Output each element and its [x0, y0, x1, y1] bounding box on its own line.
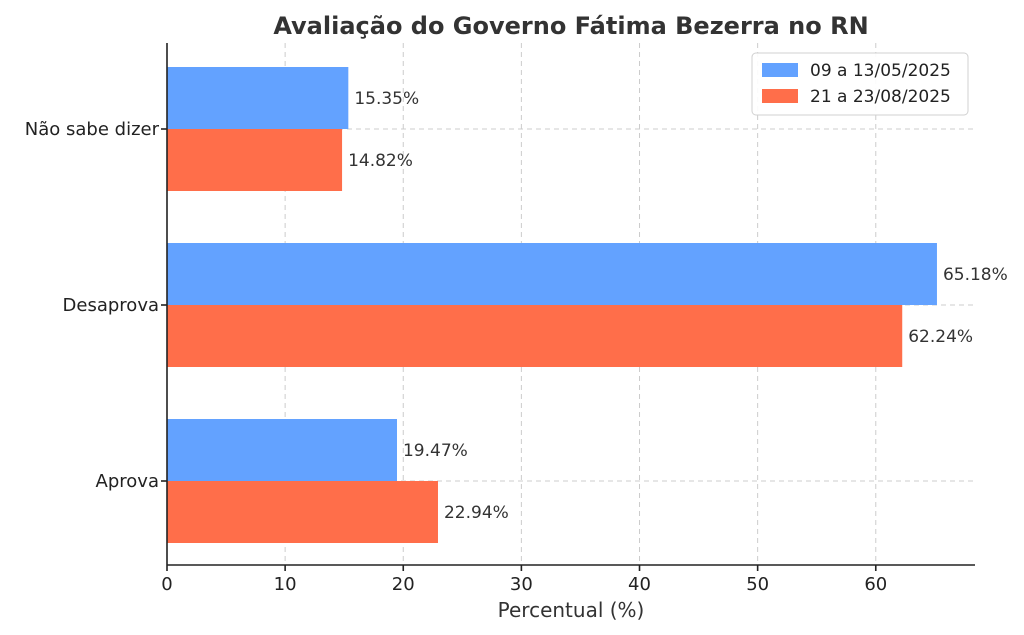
legend: 09 a 13/05/2025 21 a 23/08/2025	[751, 52, 969, 116]
bar-value-label: 62.24%	[908, 327, 973, 347]
legend-swatch	[762, 89, 798, 103]
bar-value-label: 22.94%	[444, 503, 509, 523]
x-tick-label: 50	[746, 574, 769, 595]
bar-value-label: 15.35%	[354, 89, 419, 109]
x-tick-label: 60	[864, 574, 887, 595]
bars	[167, 67, 937, 543]
bar	[167, 305, 903, 367]
axes: 0 10 20 30 40 50 60 Aprova Desaprova Não sabe diz…	[25, 43, 975, 595]
bar	[167, 129, 343, 191]
data-labels: 19.47% 22.94% 65.18% 62.24% 15.35% 14.82%	[348, 89, 1008, 523]
x-tick-label: 10	[274, 574, 297, 595]
legend-label: 09 a 13/05/2025	[810, 61, 951, 81]
chart-title: Avaliação do Governo Fátima Bezerra no R…	[273, 12, 868, 40]
x-tick-label: 30	[510, 574, 533, 595]
category-label: Não sabe dizer	[25, 119, 160, 140]
x-tick-label: 20	[392, 574, 415, 595]
bar-value-label: 65.18%	[943, 265, 1008, 285]
bar	[167, 481, 438, 543]
legend-box	[751, 52, 969, 116]
bar	[167, 419, 397, 481]
category-label: Desaprova	[63, 295, 159, 316]
legend-swatch	[762, 63, 798, 77]
x-axis-label: Percentual (%)	[498, 598, 645, 622]
bar	[167, 243, 937, 305]
legend-label: 21 a 23/08/2025	[810, 87, 951, 107]
x-tick-label: 0	[161, 574, 172, 595]
bar-value-label: 14.82%	[348, 151, 413, 171]
bar	[167, 67, 349, 129]
bar-value-label: 19.47%	[403, 441, 468, 461]
category-label: Aprova	[96, 471, 159, 492]
x-tick-label: 40	[628, 574, 651, 595]
